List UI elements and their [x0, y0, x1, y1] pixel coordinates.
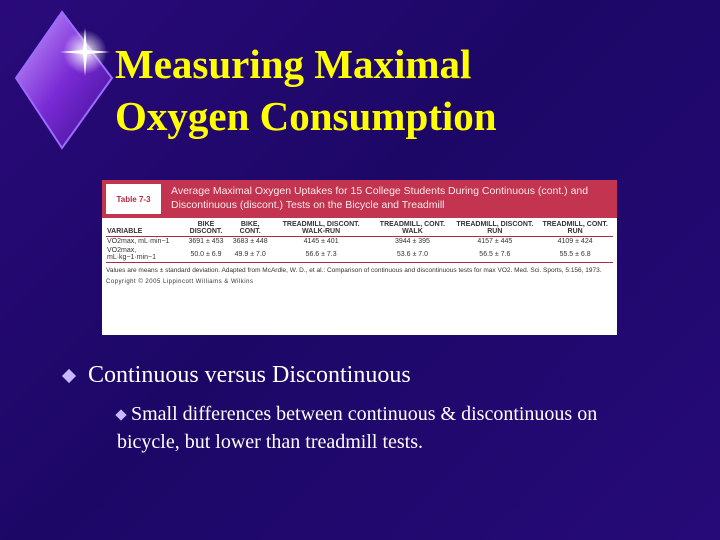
table: VARIABLE BIKE DISCONT. BIKE, CONT. TREADMIL…: [106, 220, 613, 263]
column-header: TREADMILL, DISCONT. WALK-RUN: [269, 220, 373, 237]
column-header: VARIABLE: [106, 220, 182, 237]
table-cell: VO2max, mL·kg−1·min−1: [106, 246, 182, 263]
table-row: VO2max, mL·kg−1·min−1 50.0 ± 6.9 49.9 ± 7.…: [106, 246, 613, 263]
column-header: TREADMILL, CONT. WALK: [372, 220, 453, 237]
table-caption: Average Maximal Oxygen Uptakes for 15 Co…: [171, 185, 589, 211]
table-footnote: Values are means ± standard deviation. A…: [106, 267, 602, 274]
table-cell: 56.5 ± 7.6: [452, 246, 538, 263]
table-cell: 3691 ± 453: [188, 238, 224, 245]
table-cell: 4145 ± 401: [303, 238, 339, 245]
bullet-text: Continuous versus Discontinuous: [88, 362, 411, 388]
table-cell: 4109 ± 424: [557, 238, 593, 245]
table-cell: 50.0 ± 6.9: [181, 246, 231, 263]
table-cell: 3683 ± 448: [232, 238, 268, 245]
table-cell: 56.6 ± 7.3: [269, 246, 373, 263]
table-image: Table 7-3 Average Maximal Oxygen Uptakes…: [102, 180, 617, 335]
table-cell: 53.6 ± 7.0: [372, 246, 453, 263]
table-label: Table 7-3: [106, 184, 161, 214]
table-cell: 55.5 ± 6.8: [537, 246, 613, 263]
table-header: Table 7-3 Average Maximal Oxygen Uptakes…: [102, 180, 617, 218]
sub-bullet: Small differences between continuous & d…: [115, 400, 662, 456]
sub-bullet-text: Small differences between continuous & d…: [117, 403, 598, 453]
column-header: BIKE, CONT.: [230, 220, 270, 237]
table-cell: VO2max, mL·min−1: [107, 238, 170, 245]
copyright: Copyright © 2005 Lippincott Williams & W…: [106, 279, 254, 285]
table-cell: 4157 ± 445: [477, 238, 513, 245]
slide-title: Measuring Maximal Oxygen Consumption: [115, 41, 497, 139]
table-cell: 49.9 ± 7.0: [230, 246, 270, 263]
column-header: TREADMILL, CONT. RUN: [537, 220, 613, 237]
bullet: Continuous versus Discontinuous: [61, 362, 411, 389]
table-row: VO2max, mL·min−1 3691 ± 453 3683 ± 448 4145…: [106, 237, 613, 247]
column-header: TREADMILL, DISCONT. RUN: [452, 220, 538, 237]
logo: [14, 10, 114, 150]
table-cell: 3944 ± 395: [394, 238, 430, 245]
column-header: BIKE DISCONT.: [181, 220, 231, 237]
